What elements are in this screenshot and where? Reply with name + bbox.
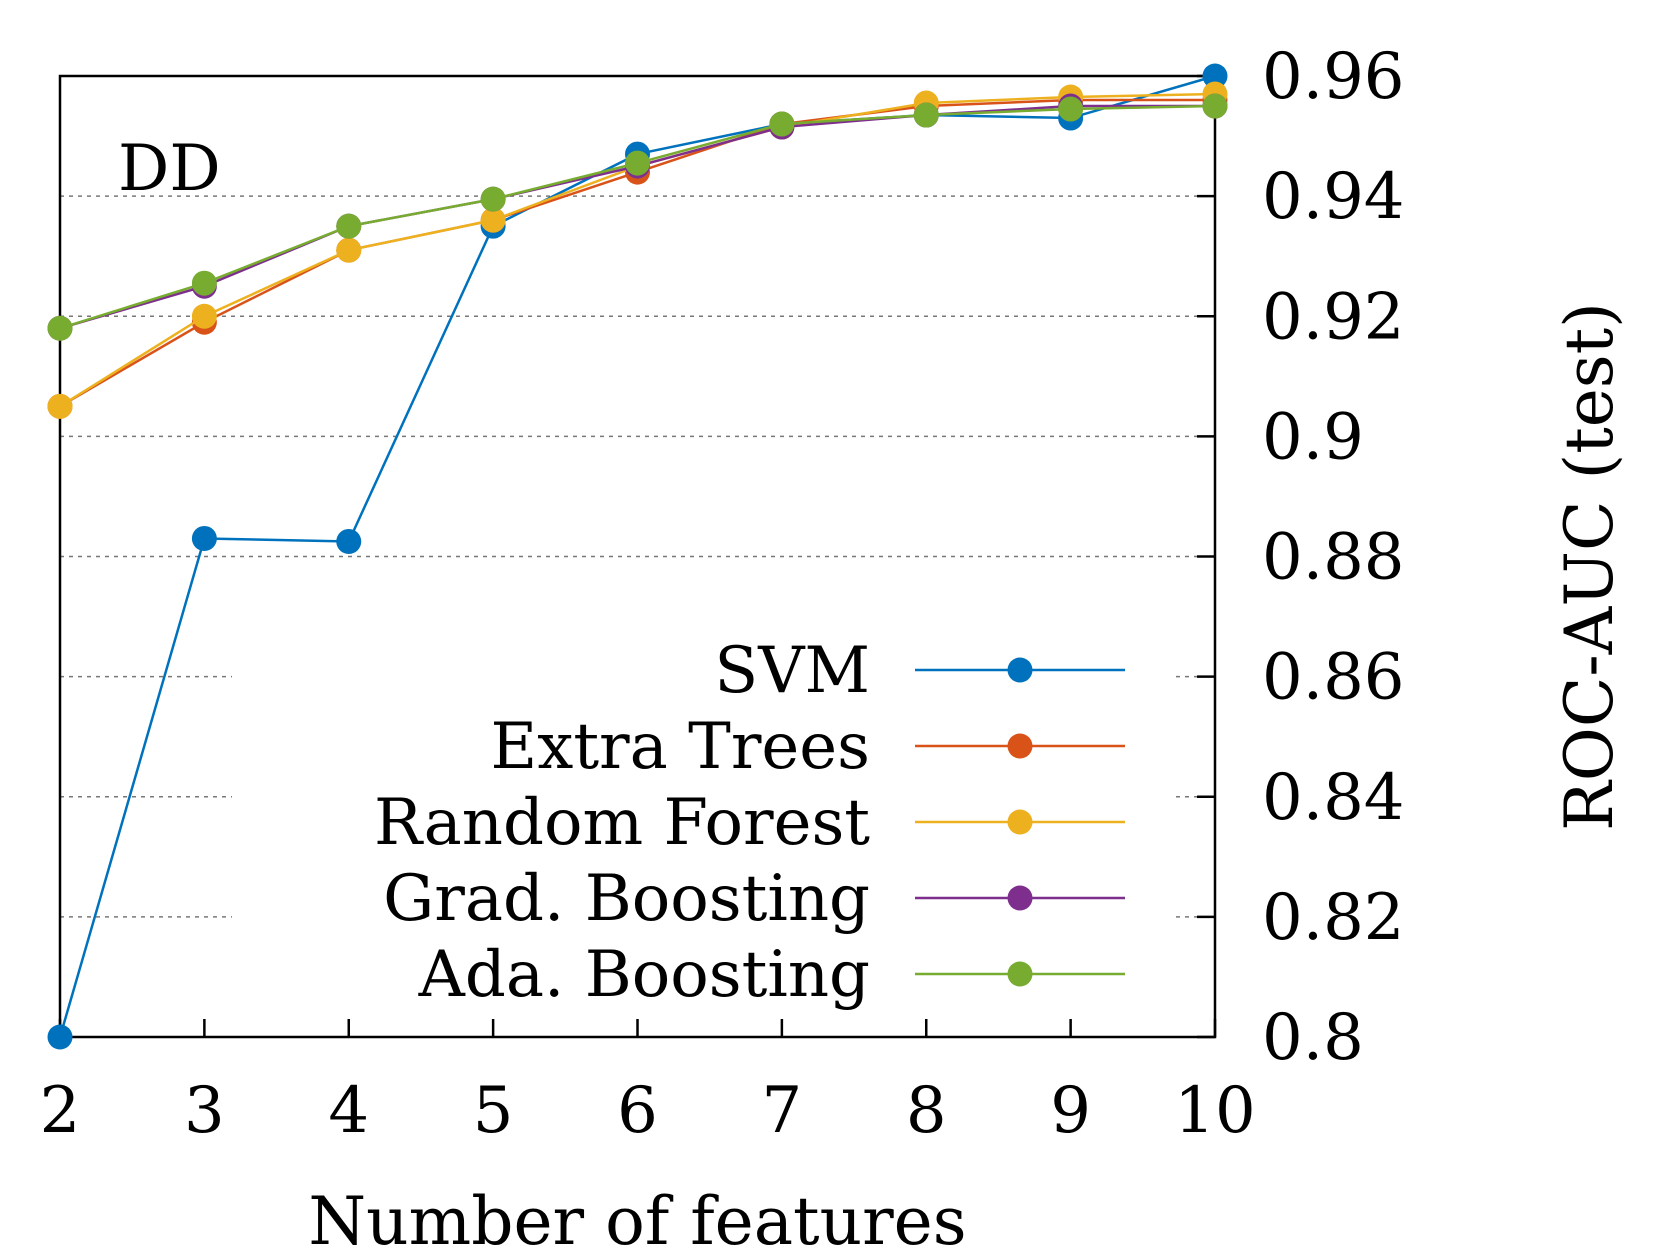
series-line: [59, 92, 1216, 408]
legend-marker: [1007, 809, 1033, 835]
data-point: [1202, 63, 1228, 89]
y-tick-label: 0.94: [1262, 160, 1405, 234]
data-point: [336, 528, 362, 554]
y-axis-title: ROC-AUC (test): [1551, 302, 1628, 831]
series-line: [59, 104, 1215, 330]
x-axis-title: Number of features: [308, 1183, 966, 1260]
data-point: [336, 213, 362, 239]
x-tick-label: 2: [40, 1074, 81, 1148]
data-point: [1202, 93, 1228, 119]
y-tick-label: 0.8: [1262, 1001, 1364, 1075]
legend-label: Extra Trees: [491, 710, 871, 784]
series-ada-boosting: [47, 93, 1228, 341]
legend-entry: Ada. Boosting: [418, 938, 1125, 1012]
legend-entry: Extra Trees: [491, 710, 1125, 784]
legend-entry: Grad. Boosting: [383, 862, 1125, 936]
x-tick-label: 5: [473, 1074, 514, 1148]
legend-marker: [1007, 885, 1033, 911]
legend-entry: SVM: [714, 634, 1125, 708]
legend-label: Ada. Boosting: [418, 938, 870, 1012]
series-grad-boosting: [47, 93, 1228, 341]
x-tick-label: 6: [617, 1074, 658, 1148]
data-point: [480, 186, 506, 212]
data-point: [47, 315, 73, 341]
series-extra-trees: [47, 87, 1228, 419]
data-point: [191, 270, 217, 296]
axis-ticks: [58, 74, 1217, 1039]
data-point: [913, 102, 939, 128]
y-tick-label: 0.92: [1262, 280, 1405, 354]
y-tick-label: 0.84: [1262, 761, 1405, 835]
legend-marker: [1007, 733, 1033, 759]
y-tick-label: 0.9: [1262, 400, 1364, 474]
legend-marker: [1007, 961, 1033, 987]
data-point: [625, 150, 650, 176]
x-tick-label: 4: [328, 1074, 369, 1148]
data-point: [47, 393, 73, 419]
data-point: [191, 525, 217, 551]
x-tick-labels: 2 3 4 5 6 7 8 9 10: [40, 1074, 1256, 1148]
data-point: [480, 207, 506, 233]
legend-entry: Random Forest: [374, 786, 1125, 860]
y-tick-label: 0.82: [1262, 881, 1405, 955]
data-point: [1058, 96, 1084, 122]
legend-label: Random Forest: [374, 786, 870, 860]
x-tick-label: 3: [184, 1074, 225, 1148]
x-tick-label: 7: [762, 1074, 803, 1148]
legend-marker: [1007, 657, 1033, 683]
x-tick-label: 8: [906, 1074, 947, 1148]
data-point: [191, 303, 217, 329]
data-point: [769, 111, 795, 137]
legend-label: Grad. Boosting: [383, 862, 870, 936]
series-random-forest: [47, 81, 1228, 419]
data-point: [47, 1024, 73, 1050]
y-tick-label: 0.88: [1262, 521, 1405, 595]
data-point: [336, 237, 362, 263]
y-tick-labels: 0.8 0.82 0.84 0.86 0.88 0.9 0.92 0.94 0.96: [1262, 40, 1405, 1075]
x-tick-label: 9: [1050, 1074, 1091, 1148]
series-lines: [47, 63, 1228, 1050]
x-tick-label: 10: [1174, 1074, 1255, 1148]
y-tick-label: 0.86: [1262, 641, 1405, 715]
y-tick-label: 0.96: [1262, 40, 1405, 114]
legend-label: SVM: [714, 634, 870, 708]
series-line: [59, 104, 1216, 330]
panel-label: DD: [118, 132, 221, 206]
